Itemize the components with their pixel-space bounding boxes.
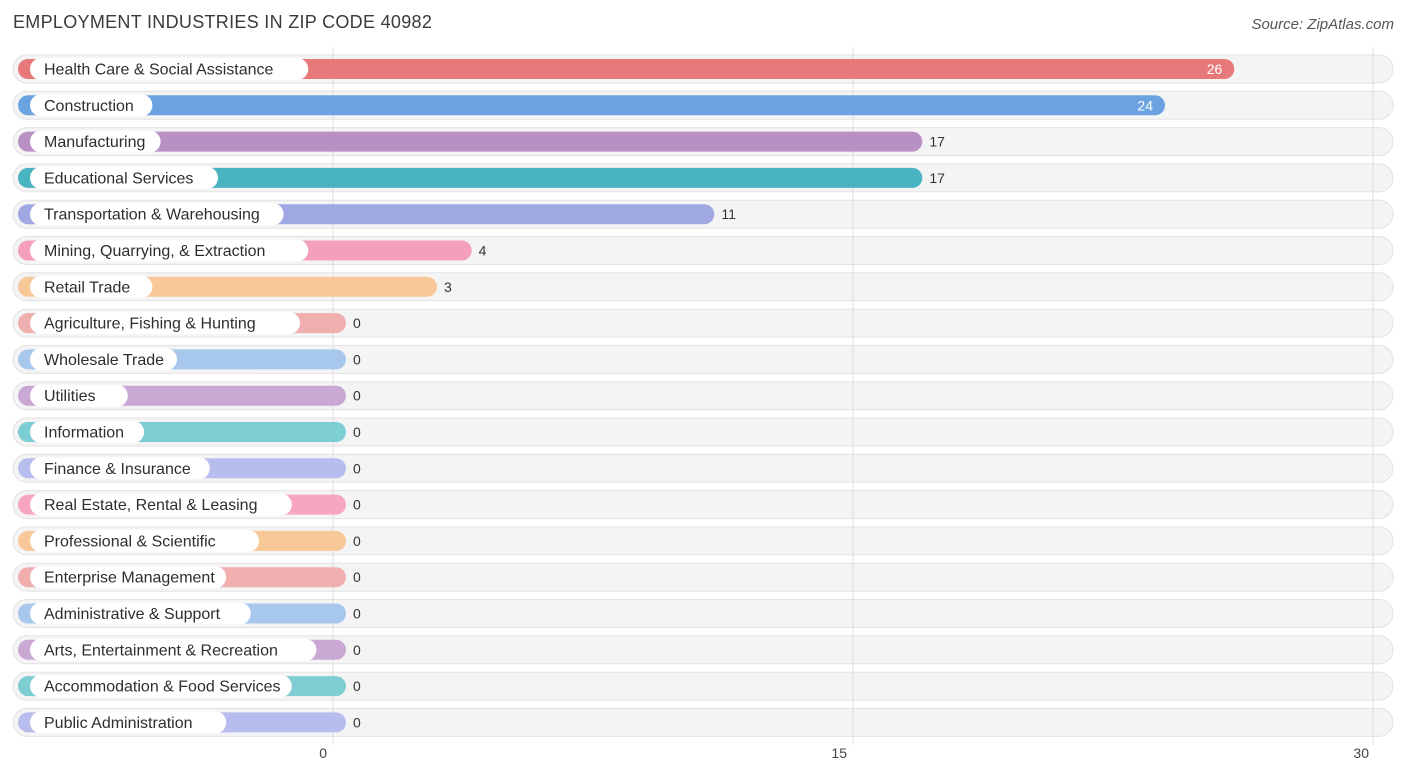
value-label: 11 [721,206,736,222]
value-label: 0 [353,460,361,476]
value-label: 4 [479,243,487,259]
category-label: Real Estate, Rental & Leasing [44,497,257,514]
category-label-pill [30,94,153,117]
row-track [12,417,1394,447]
value-label: 0 [353,315,361,331]
category-label-pill [30,239,309,262]
category-label: Arts, Entertainment & Recreation [44,642,278,659]
category-label-pill [30,203,284,226]
row-track [12,635,1394,665]
category-label-pill [30,493,292,516]
value-label: 17 [929,170,945,186]
category-label-pill [30,602,251,625]
x-tick-label: 15 [831,745,847,761]
category-label: Wholesale Trade [44,352,164,369]
category-label: Transportation & Warehousing [44,207,260,224]
row-track [12,707,1394,737]
row-track [12,671,1394,701]
category-label: Professional & Scientific [44,533,216,550]
bar [18,131,923,152]
category-label: Mining, Quarrying, & Extraction [44,243,265,260]
x-tick-label: 30 [1353,745,1369,761]
value-label: 0 [353,497,361,513]
bar [18,59,1235,79]
category-label: Construction [44,98,134,115]
category-label: Information [44,425,124,442]
category-label: Manufacturing [44,134,145,151]
category-label-pill [30,529,259,552]
category-label-pill [30,312,300,335]
category-label-pill [30,58,309,80]
row-track [12,308,1394,338]
category-label: Utilities [44,388,96,405]
category-label: Administrative & Support [44,606,221,623]
row-track [12,599,1394,628]
value-label: 0 [353,388,361,404]
value-label: 0 [353,533,361,549]
value-label: 3 [444,279,452,295]
value-label: 0 [353,424,361,440]
chart-title: EMPLOYMENT INDUSTRIES IN ZIP CODE 40982 [13,12,433,32]
x-tick-label: 0 [319,745,327,761]
row-track [12,562,1394,592]
value-label: 0 [353,714,361,730]
value-label: 0 [353,606,361,622]
category-label: Agriculture, Fishing & Hunting [44,316,256,333]
category-label-pill [30,275,153,298]
category-label-pill [30,457,210,480]
value-label: 24 [1137,97,1153,113]
category-label: Finance & Insurance [44,461,191,478]
category-label: Accommodation & Food Services [44,679,281,696]
category-label-pill [30,384,128,407]
category-label-pill [30,675,292,698]
value-label: 0 [353,569,361,585]
bar [18,95,1165,116]
category-label: Retail Trade [44,279,130,296]
value-label: 26 [1207,61,1223,77]
category-label-pill [30,130,161,153]
category-label-pill [30,166,218,189]
category-label: Educational Services [44,170,193,187]
category-label-pill [30,638,317,661]
row-track [12,453,1394,483]
value-label: 0 [353,678,361,694]
value-label: 0 [353,351,361,367]
value-label: 0 [353,642,361,658]
category-label-pill [30,421,145,443]
category-label-pill [30,566,227,589]
value-label: 17 [929,134,945,150]
chart-source: Source: ZipAtlas.com [1251,16,1394,33]
category-label-pill [30,711,227,734]
category-label: Enterprise Management [44,570,215,587]
row-track [12,526,1394,556]
category-label-pill [30,348,177,371]
row-track [12,344,1394,374]
category-label: Health Care & Social Assistance [44,62,274,79]
category-label: Public Administration [44,715,193,732]
bar [18,167,923,188]
row-track [12,490,1394,520]
row-track [12,381,1394,411]
